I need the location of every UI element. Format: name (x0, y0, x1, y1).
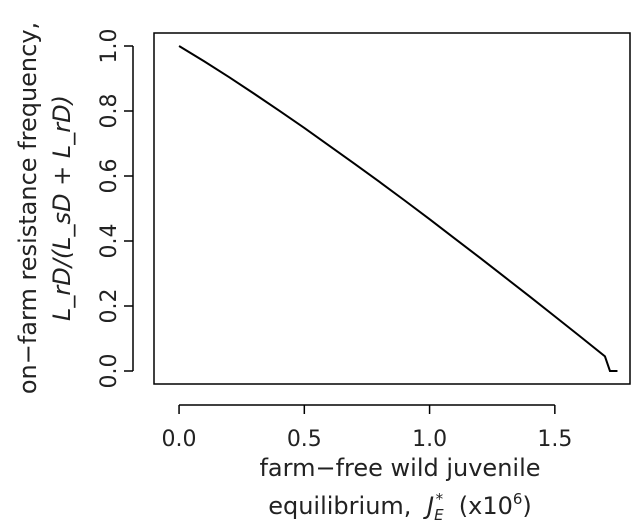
x-axis-label-suffix-open: (x10 (459, 492, 513, 520)
x-tick-label: 0.0 (162, 427, 197, 452)
y-tick-label: 0.2 (97, 289, 122, 324)
x-axis-label-prefix: equilibrium, (268, 492, 411, 520)
y-tick-label: 0.8 (97, 94, 122, 129)
x-axis-label-suffix-close: ) (522, 492, 531, 520)
x-axis-label-symbol: J (423, 492, 434, 520)
plot-area-frame (153, 32, 631, 385)
x-axis-label-line1: farm−free wild juvenile (259, 454, 540, 482)
series-group (178, 45, 618, 372)
y-tick-label: 0.4 (97, 224, 122, 259)
x-tick-label: 1.5 (537, 427, 572, 452)
x-axis: 0.0 0.5 1.0 1.5 (162, 404, 572, 452)
y-axis: 0.0 0.2 0.4 0.6 0.8 1.0 (97, 29, 134, 389)
y-tick-label: 1.0 (97, 29, 122, 64)
x-axis-label-superscript: * (436, 490, 444, 508)
x-tick-label: 0.5 (287, 427, 322, 452)
x-tick-label: 1.0 (412, 427, 447, 452)
y-tick-label: 0.6 (97, 159, 122, 194)
y-axis-label-line1: on−farm resistance frequency, (14, 22, 42, 394)
series-line (178, 45, 618, 372)
x-axis-label-subscript: E (434, 506, 444, 524)
x-axis-label-line2: equilibrium, JE* (x106) (268, 482, 532, 524)
y-tick-label: 0.0 (97, 354, 122, 389)
x-axis-label-suffix-exp: 6 (513, 490, 523, 508)
y-axis-label-line2: L_rD/(L_sD + L_rD) (48, 95, 76, 321)
